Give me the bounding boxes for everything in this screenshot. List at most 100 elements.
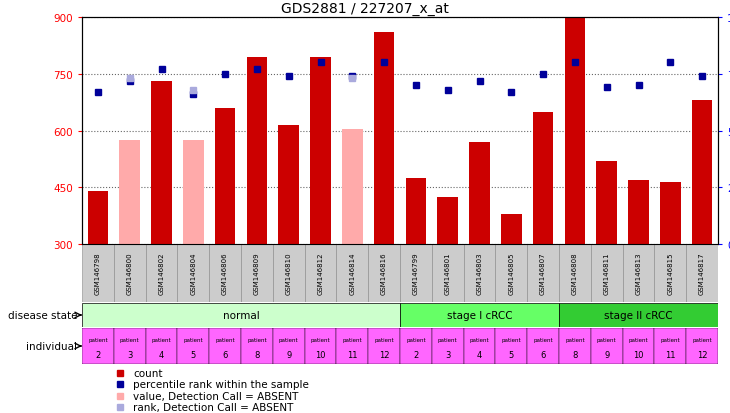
Bar — [559, 303, 718, 327]
Text: 2: 2 — [413, 350, 418, 359]
Bar — [215, 109, 236, 244]
Text: patient: patient — [88, 337, 108, 342]
Text: percentile rank within the sample: percentile rank within the sample — [133, 379, 309, 389]
Text: GSM146812: GSM146812 — [318, 252, 323, 294]
Bar — [660, 182, 680, 244]
Text: patient: patient — [692, 337, 712, 342]
Text: patient: patient — [438, 337, 458, 342]
Bar — [400, 303, 559, 327]
Text: patient: patient — [534, 337, 553, 342]
Text: stage I cRCC: stage I cRCC — [447, 310, 512, 320]
Text: 11: 11 — [665, 350, 675, 359]
Bar — [432, 328, 464, 364]
Bar — [82, 244, 114, 302]
Bar — [368, 244, 400, 302]
Bar — [337, 328, 368, 364]
Bar — [654, 328, 686, 364]
Bar — [559, 244, 591, 302]
Text: patient: patient — [279, 337, 299, 342]
Text: patient: patient — [597, 337, 617, 342]
Text: patient: patient — [374, 337, 394, 342]
Text: GSM146805: GSM146805 — [508, 252, 515, 294]
Text: 10: 10 — [633, 350, 644, 359]
Bar — [527, 244, 559, 302]
Text: 5: 5 — [191, 350, 196, 359]
Bar — [591, 328, 623, 364]
Bar — [177, 328, 210, 364]
Text: 8: 8 — [572, 350, 577, 359]
Bar — [151, 82, 172, 244]
Text: 6: 6 — [223, 350, 228, 359]
Bar — [654, 244, 686, 302]
Bar — [310, 57, 331, 244]
Text: count: count — [133, 368, 162, 378]
Text: GSM146816: GSM146816 — [381, 252, 387, 294]
Bar — [210, 244, 241, 302]
Text: value, Detection Call = ABSENT: value, Detection Call = ABSENT — [133, 391, 299, 401]
Bar — [278, 126, 299, 244]
Text: 12: 12 — [697, 350, 707, 359]
Bar — [400, 244, 432, 302]
Text: patient: patient — [502, 337, 521, 342]
Bar — [247, 57, 267, 244]
Bar — [406, 178, 426, 244]
Bar — [145, 328, 177, 364]
Text: GSM146814: GSM146814 — [349, 252, 356, 294]
Text: patient: patient — [469, 337, 489, 342]
Bar — [368, 328, 400, 364]
Text: GSM146799: GSM146799 — [413, 252, 419, 294]
Text: GSM146804: GSM146804 — [191, 252, 196, 294]
Bar — [501, 214, 522, 244]
Text: GSM146811: GSM146811 — [604, 252, 610, 294]
Text: 4: 4 — [477, 350, 482, 359]
Text: GSM146810: GSM146810 — [285, 252, 292, 294]
Text: GSM146809: GSM146809 — [254, 252, 260, 294]
Text: 6: 6 — [540, 350, 546, 359]
Bar — [82, 303, 400, 327]
Bar — [591, 244, 623, 302]
Text: 11: 11 — [347, 350, 358, 359]
Bar — [469, 142, 490, 244]
Bar — [304, 244, 337, 302]
Bar — [464, 328, 496, 364]
Bar — [145, 244, 177, 302]
Text: 12: 12 — [379, 350, 389, 359]
Bar — [686, 244, 718, 302]
Bar — [623, 244, 654, 302]
Text: GSM146815: GSM146815 — [667, 252, 673, 294]
Bar — [241, 244, 273, 302]
Bar — [527, 328, 559, 364]
Text: patient: patient — [120, 337, 139, 342]
Text: individual: individual — [26, 341, 77, 351]
Bar — [596, 161, 617, 244]
Text: patient: patient — [629, 337, 648, 342]
Text: 5: 5 — [509, 350, 514, 359]
Text: patient: patient — [215, 337, 235, 342]
Text: patient: patient — [247, 337, 266, 342]
Bar — [564, 18, 585, 244]
Text: 3: 3 — [127, 350, 132, 359]
Text: patient: patient — [183, 337, 203, 342]
Text: GSM146808: GSM146808 — [572, 252, 578, 294]
Bar — [82, 328, 114, 364]
Bar — [88, 192, 108, 244]
Bar — [241, 328, 273, 364]
Text: patient: patient — [342, 337, 362, 342]
Bar — [210, 328, 241, 364]
Text: GSM146813: GSM146813 — [636, 252, 642, 294]
Bar — [496, 328, 527, 364]
Bar — [692, 101, 712, 244]
Bar — [686, 328, 718, 364]
Bar — [177, 244, 210, 302]
Text: GSM146802: GSM146802 — [158, 252, 164, 294]
Bar — [496, 244, 527, 302]
Text: patient: patient — [661, 337, 680, 342]
Text: patient: patient — [152, 337, 172, 342]
Text: GSM146801: GSM146801 — [445, 252, 450, 294]
Text: GSM146803: GSM146803 — [477, 252, 483, 294]
Text: stage II cRCC: stage II cRCC — [604, 310, 673, 320]
Text: 9: 9 — [286, 350, 291, 359]
Bar — [628, 180, 649, 244]
Bar — [432, 244, 464, 302]
Bar — [114, 328, 145, 364]
